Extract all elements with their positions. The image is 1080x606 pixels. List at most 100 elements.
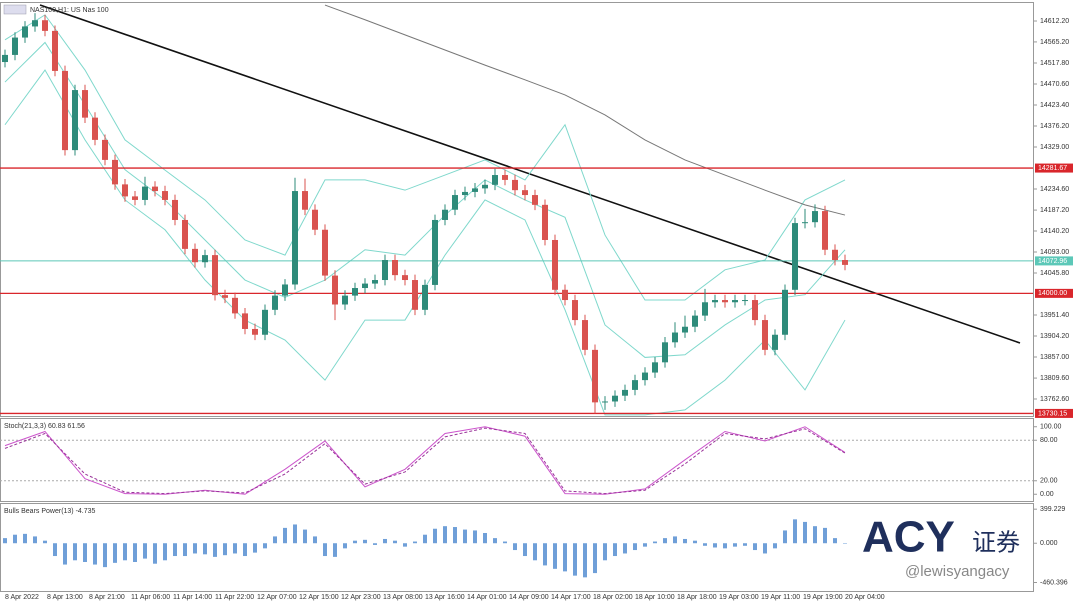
candle-body <box>22 26 28 38</box>
candle-body <box>452 195 458 210</box>
candle-body <box>382 260 388 281</box>
candle-body <box>202 255 208 263</box>
power-bar <box>363 539 367 544</box>
candle-body <box>212 255 218 296</box>
watermark: ACY 证券 @lewisyangacy <box>862 513 1020 580</box>
power-bar <box>373 543 377 545</box>
candle-body <box>672 332 678 343</box>
x-tick-label: 19 Apr 19:00 <box>803 594 843 601</box>
y-tick-label: 399.229 <box>1040 506 1065 513</box>
x-tick-label: 19 Apr 03:00 <box>719 594 759 601</box>
candle-body <box>322 229 328 276</box>
power-bar <box>433 528 437 544</box>
candle-body <box>192 248 198 263</box>
power-bar <box>353 540 357 544</box>
candle-body <box>232 297 238 314</box>
y-tick-label: 20.00 <box>1040 478 1058 485</box>
candle-body <box>272 295 278 310</box>
power-bar <box>753 543 757 551</box>
trend-line <box>39 4 1021 344</box>
x-tick-label: 18 Apr 10:00 <box>635 594 675 601</box>
x-tick-label: 11 Apr 22:00 <box>215 594 254 601</box>
candle-body <box>252 328 258 335</box>
y-tick-label: 0.000 <box>1040 540 1058 547</box>
y-tick-label: -460.396 <box>1040 579 1068 586</box>
power-bar <box>543 543 547 566</box>
power-bar <box>473 530 477 544</box>
power-bar <box>213 543 217 557</box>
power-bar <box>3 538 7 544</box>
power-bar <box>523 543 527 557</box>
watermark-brand-cn: 证券 <box>972 529 1020 556</box>
candle-body <box>792 223 798 290</box>
power-bar <box>723 543 727 549</box>
power-bar <box>153 543 157 564</box>
candle-body <box>52 30 58 71</box>
power-bar <box>193 543 197 554</box>
power-bar <box>573 543 577 576</box>
power-bar <box>233 543 237 554</box>
power-bar <box>33 536 37 544</box>
x-tick-label: 14 Apr 01:00 <box>467 594 507 601</box>
power-bar <box>563 543 567 572</box>
power-bar <box>393 540 397 544</box>
y-tick-label: 100.00 <box>1040 424 1062 431</box>
power-bar <box>793 519 797 544</box>
candle-body <box>122 184 128 197</box>
power-bar <box>703 543 707 546</box>
y-tick-label: 14187.20 <box>1040 207 1069 214</box>
stoch-title: Stoch(21,3,3) 60.83 61.56 <box>4 423 85 430</box>
y-tick-label: 14376.20 <box>1040 123 1069 130</box>
candle-body <box>652 362 658 373</box>
candle-body <box>112 159 118 185</box>
indicator-line <box>324 4 846 216</box>
power-bar <box>23 533 27 544</box>
y-tick-label: 80.00 <box>1040 437 1058 444</box>
x-tick-label: 14 Apr 17:00 <box>551 594 591 601</box>
candle-body <box>72 90 78 151</box>
y-tick-label: 13762.60 <box>1040 396 1069 403</box>
chart-title: NAS100,H1: US Nas 100 <box>30 7 109 14</box>
main-panel-frame <box>0 2 1034 417</box>
candle-body <box>762 320 768 350</box>
price-label: 14072.96 <box>1038 258 1067 265</box>
power-bar <box>633 543 637 551</box>
candle-body <box>622 389 628 396</box>
indicator-line <box>4 426 846 495</box>
power-bar <box>133 543 137 562</box>
candle-body <box>542 204 548 240</box>
power-bar <box>333 543 337 557</box>
candle-body <box>342 295 348 305</box>
candle-body <box>262 309 268 335</box>
candle-body <box>642 372 648 381</box>
y-tick-label: 14234.60 <box>1040 186 1069 193</box>
candle-body <box>332 275 338 305</box>
level-label-box <box>1035 288 1073 298</box>
candle-body <box>12 37 18 55</box>
power-bar <box>163 543 167 561</box>
candle-body <box>772 334 778 350</box>
y-tick-label: 13951.40 <box>1040 312 1069 319</box>
x-tick-label: 12 Apr 15:00 <box>299 594 339 601</box>
candle-body <box>422 284 428 310</box>
watermark-brand: ACY <box>862 513 955 562</box>
level-label: 13730.15 <box>1038 410 1067 417</box>
power-bar <box>763 543 767 554</box>
candle-body <box>142 186 148 200</box>
power-bar <box>203 543 207 555</box>
y-tick-label: 13857.00 <box>1040 354 1069 361</box>
power-bar <box>493 538 497 544</box>
candle-body <box>402 275 408 281</box>
candle-body <box>472 188 478 192</box>
candle-body <box>102 139 108 160</box>
power-bar <box>73 543 77 561</box>
x-tick-label: 14 Apr 09:00 <box>509 594 549 601</box>
candle-body <box>312 209 318 230</box>
power-bar <box>63 543 67 565</box>
y-tick-label: 14470.60 <box>1040 81 1069 88</box>
power-panel-frame <box>0 503 1034 592</box>
candle-body <box>602 401 608 403</box>
y-tick-label: 14565.20 <box>1040 39 1069 46</box>
candle-body <box>592 349 598 403</box>
